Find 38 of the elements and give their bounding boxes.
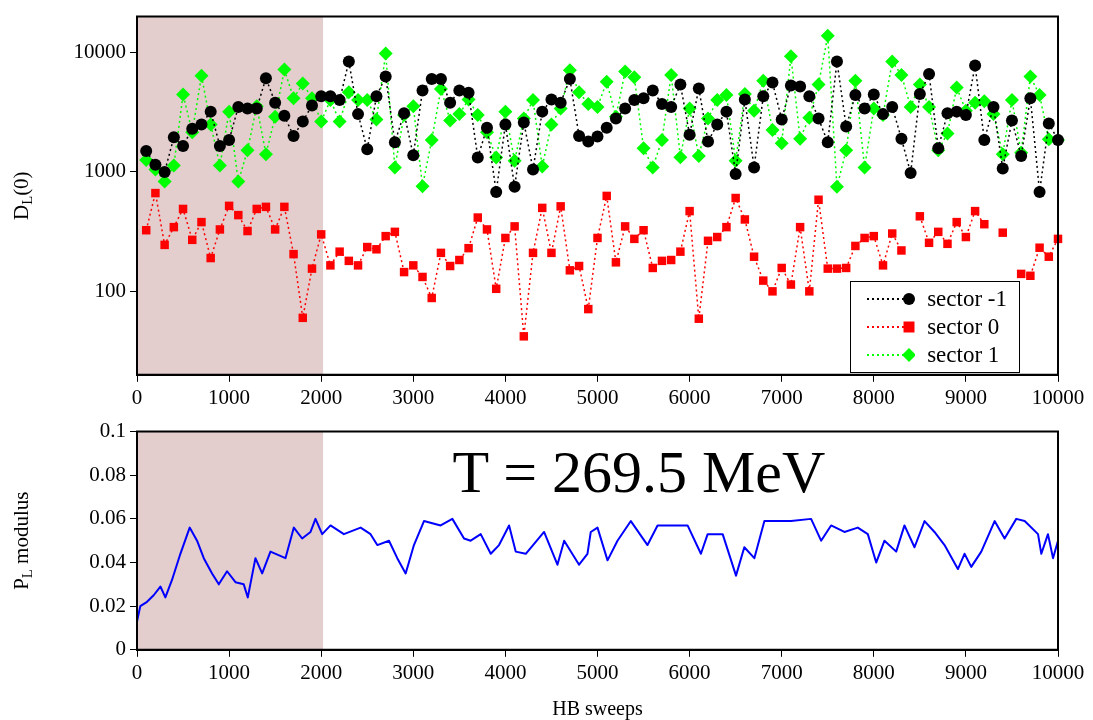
x-tick-label: 8000 (852, 384, 895, 409)
x-tick-label: 6000 (668, 659, 711, 684)
legend-label: sector -1 (927, 285, 1007, 312)
annotation: T = 269.5 MeV (452, 439, 826, 506)
x-tick-label: 10000 (1031, 384, 1085, 409)
y-axis-title: PL modulus (8, 491, 36, 590)
x-tick-label: 9000 (944, 659, 987, 684)
y-axis-title: DL(0) (8, 171, 36, 221)
x-tick-label: 3000 (392, 659, 435, 684)
y-tick-label: 0.08 (89, 461, 126, 486)
x-tick-label: 7000 (760, 384, 803, 409)
x-tick-label: 0 (131, 659, 143, 684)
legend-label: sector 1 (927, 341, 1000, 368)
x-tick-label: 1000 (208, 384, 251, 409)
y-tick-label: 0.1 (99, 418, 126, 443)
y-tick-label: 1000 (84, 158, 126, 183)
x-tick-label: 9000 (944, 384, 987, 409)
y-tick-label: 0 (115, 636, 126, 661)
x-tick-label: 4000 (484, 659, 527, 684)
y-tick-label: 0.06 (89, 505, 126, 530)
x-tick-label: 5000 (576, 384, 619, 409)
x-tick-label: 8000 (852, 659, 895, 684)
x-tick-label: 3000 (392, 384, 435, 409)
x-tick-label: 7000 (760, 659, 803, 684)
x-tick-label: 0 (131, 384, 143, 409)
x-tick-label: 1000 (208, 659, 251, 684)
x-tick-label: 2000 (300, 659, 343, 684)
x-tick-label: 10000 (1031, 659, 1085, 684)
x-tick-label: 5000 (576, 659, 619, 684)
y-tick-label: 0.02 (89, 592, 126, 617)
x-tick-label: 6000 (668, 384, 711, 409)
legend-label: sector 0 (927, 313, 1000, 340)
y-tick-label: 0.04 (89, 549, 127, 574)
x-axis-title: HB sweeps (552, 697, 643, 720)
y-tick-label: 100 (94, 277, 126, 302)
x-tick-label: 2000 (300, 384, 343, 409)
x-tick-label: 4000 (484, 384, 527, 409)
y-tick-label: 10000 (73, 39, 126, 64)
